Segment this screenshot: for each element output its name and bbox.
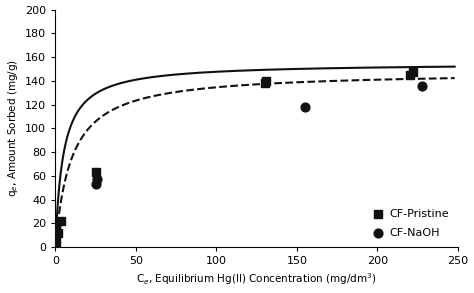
CF-NaOH: [52, 223, 60, 228]
CF-Pristine: [52, 243, 59, 248]
CF-Pristine: [54, 231, 62, 235]
CF-Pristine: [409, 70, 417, 75]
Legend: CF-Pristine, CF-NaOH: CF-Pristine, CF-NaOH: [368, 206, 452, 241]
CF-Pristine: [261, 81, 268, 86]
CF-Pristine: [52, 236, 60, 241]
Y-axis label: q$_{e}$, Amount Sorbed (mg/g): q$_{e}$, Amount Sorbed (mg/g): [6, 59, 19, 197]
CF-Pristine: [92, 170, 100, 175]
CF-Pristine: [57, 219, 64, 223]
CF-Pristine: [263, 79, 270, 83]
CF-NaOH: [93, 177, 101, 182]
CF-Pristine: [406, 73, 413, 77]
CF-NaOH: [419, 83, 426, 88]
CF-NaOH: [92, 182, 100, 186]
CF-NaOH: [301, 105, 309, 109]
X-axis label: C$_{e}$, Equilibrium Hg(II) Concentration (mg/dm$^{3}$): C$_{e}$, Equilibrium Hg(II) Concentratio…: [137, 272, 377, 287]
